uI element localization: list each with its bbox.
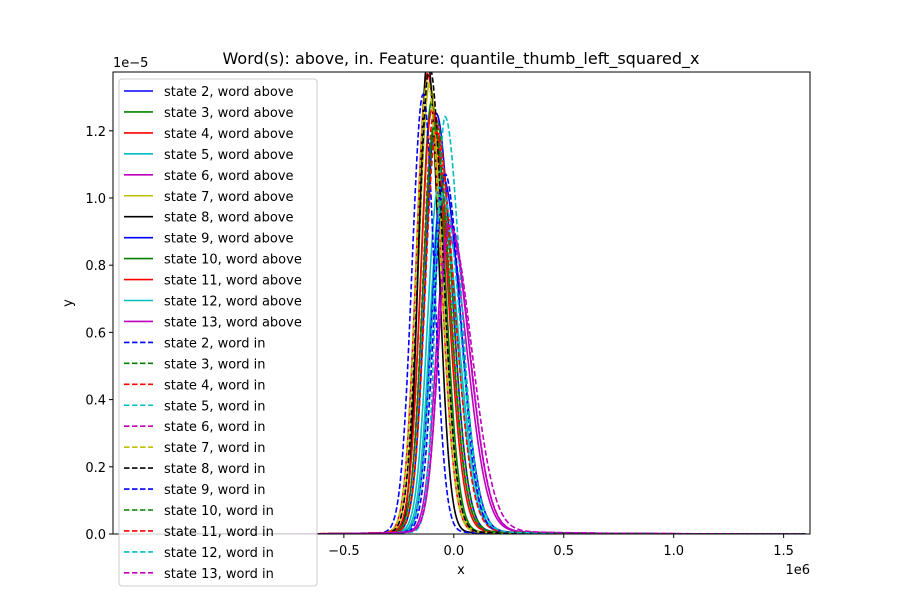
- y-tick-label: 1.0: [85, 192, 106, 207]
- x-tick-label: 1.5: [773, 544, 794, 559]
- legend-label: state 6, word above: [164, 169, 294, 184]
- legend: state 2, word above state 3, word above st…: [118, 78, 318, 587]
- legend-label: state 4, word above: [164, 127, 294, 142]
- x-tick-label: 0.5: [553, 544, 574, 559]
- legend-label: state 11, word above: [164, 274, 302, 289]
- legend-label: state 10, word above: [164, 253, 302, 268]
- x-tick-label: 1.0: [663, 544, 684, 559]
- y-tick-label: 0.0: [85, 528, 106, 543]
- legend-label: state 5, word in: [164, 399, 266, 414]
- legend-label: state 2, word in: [164, 336, 266, 351]
- y-tick-label: 0.6: [85, 326, 106, 341]
- legend-label: state 5, word above: [164, 148, 294, 163]
- plot-frame: [112, 71, 811, 535]
- x-axis: −0.5 0.0 0.5 1.0 1.5: [328, 534, 794, 559]
- legend-label: state 7, word in: [164, 441, 266, 456]
- legend-label: state 9, word above: [164, 232, 294, 247]
- legend-box: [118, 78, 318, 587]
- legend-label: state 13, word in: [164, 567, 274, 582]
- chart-title: Word(s): above, in. Feature: quantile_th…: [223, 49, 700, 69]
- y-offset-label: 1e−5: [113, 56, 148, 71]
- legend-label: state 13, word above: [164, 315, 302, 330]
- legend-label: state 7, word above: [164, 190, 294, 205]
- legend-label: state 9, word in: [164, 483, 266, 498]
- x-tick-label: −0.5: [328, 544, 360, 559]
- legend-label: state 11, word in: [164, 525, 274, 540]
- x-tick-label: 0.0: [443, 544, 464, 559]
- legend-label: state 8, word in: [164, 462, 266, 477]
- legend-label: state 10, word in: [164, 504, 274, 519]
- legend-label: state 2, word above: [164, 85, 294, 100]
- legend-label: state 6, word in: [164, 420, 266, 435]
- y-tick-label: 0.2: [85, 461, 106, 476]
- y-tick-label: 1.2: [85, 125, 106, 140]
- legend-label: state 8, word above: [164, 211, 294, 226]
- y-axis: 0.0 0.2 0.4 0.6 0.8 1.0 1.2: [85, 125, 113, 543]
- legend-label: state 4, word in: [164, 378, 266, 393]
- legend-label: state 3, word above: [164, 106, 294, 121]
- legend-label: state 12, word in: [164, 546, 274, 561]
- legend-label: state 12, word above: [164, 295, 302, 310]
- x-offset-label: 1e6: [785, 563, 810, 578]
- x-axis-title: x: [457, 563, 465, 578]
- y-tick-label: 0.8: [85, 259, 106, 274]
- y-tick-label: 0.4: [85, 394, 106, 409]
- legend-label: state 3, word in: [164, 357, 266, 372]
- y-axis-title: y: [61, 299, 76, 307]
